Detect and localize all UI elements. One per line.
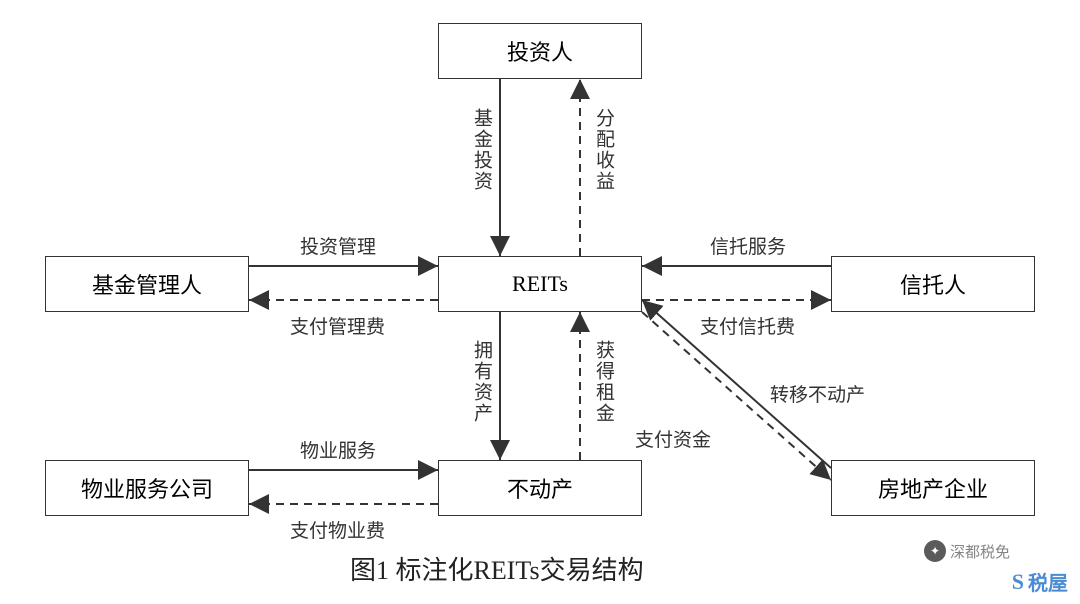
watermark-shuiwu: S 税屋	[1012, 567, 1068, 596]
node-label: 投资人	[507, 35, 573, 67]
edge-label-invest-mgmt: 投资管理	[300, 232, 376, 259]
node-label: 房地产企业	[878, 472, 988, 504]
edge-label-pay-mgmt-fee: 支付管理费	[290, 312, 385, 339]
watermark-label: 税屋	[1028, 567, 1068, 596]
node-realestate: 房地产企业	[831, 460, 1035, 516]
edge-label-transfer-property: 转移不动产	[770, 380, 865, 407]
edge-label-own-asset: 拥有资产	[468, 340, 495, 424]
edge-label-property-service: 物业服务	[300, 436, 376, 463]
edge-label-pay-trust-fee: 支付信托费	[700, 312, 795, 339]
logo-icon: S	[1012, 569, 1024, 595]
edge-label-get-rent: 获得租金	[590, 340, 617, 424]
node-label: 信托人	[900, 268, 966, 300]
node-property-mgr: 物业服务公司	[45, 460, 249, 516]
watermark-shendu: ✦ 深都税免	[924, 540, 1010, 562]
edge-label-pay-property-fee: 支付物业费	[290, 516, 385, 543]
edge-label-fund-invest: 基金投资	[468, 108, 495, 192]
node-label: REITs	[512, 271, 568, 297]
node-label: 不动产	[507, 472, 573, 504]
edge-label-distribute: 分配收益	[590, 108, 617, 192]
node-label: 基金管理人	[92, 268, 202, 300]
node-reits: REITs	[438, 256, 642, 312]
node-fund-manager: 基金管理人	[45, 256, 249, 312]
node-label: 物业服务公司	[81, 472, 213, 504]
watermark-label: 深都税免	[950, 541, 1010, 562]
figure-caption: 图1 标注化REITs交易结构	[350, 550, 644, 587]
node-investor: 投资人	[438, 23, 642, 79]
node-trustee: 信托人	[831, 256, 1035, 312]
node-property: 不动产	[438, 460, 642, 516]
edge-label-pay-funds: 支付资金	[635, 425, 711, 452]
edge-label-trust-service: 信托服务	[710, 232, 786, 259]
wechat-icon: ✦	[924, 540, 946, 562]
